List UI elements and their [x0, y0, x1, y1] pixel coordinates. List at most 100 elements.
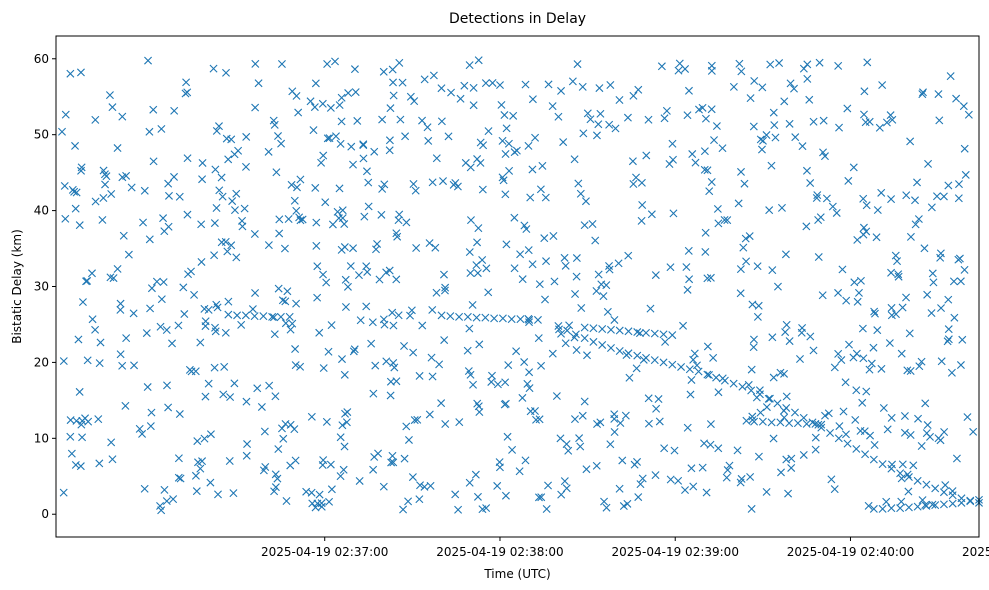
data-point-clutter	[338, 421, 347, 430]
data-point-clutter	[935, 116, 944, 125]
data-point-clutter	[902, 191, 911, 200]
data-point-clutter	[639, 355, 648, 364]
data-point-clutter	[269, 116, 278, 125]
data-point-clutter	[122, 334, 131, 343]
data-point-clutter	[944, 181, 953, 190]
data-point-clutter	[418, 321, 427, 330]
data-point-clutter	[714, 388, 723, 397]
data-point-clutter	[319, 270, 328, 279]
data-point-clutter	[76, 462, 85, 471]
data-point-clutter	[338, 214, 347, 223]
data-point-clutter	[770, 121, 779, 130]
data-point-clutter	[710, 136, 719, 145]
data-point-clutter	[118, 361, 127, 370]
data-point-clutter	[162, 326, 171, 335]
data-point-clutter	[198, 457, 207, 466]
data-point-clutter	[424, 136, 433, 145]
data-point-clutter	[765, 206, 774, 215]
data-point-clutter	[775, 59, 784, 68]
data-point-clutter	[359, 154, 368, 163]
data-point-clutter	[583, 109, 592, 118]
data-point-clutter	[572, 254, 581, 263]
data-point-stationary-clusters	[659, 330, 668, 339]
data-point-clutter	[679, 321, 688, 330]
data-point-clutter	[386, 377, 395, 386]
data-point-clutter	[661, 337, 670, 346]
data-point-clutter	[554, 112, 563, 121]
data-point-clutter	[118, 112, 127, 121]
data-point-clutter	[512, 347, 521, 356]
data-point-stationary-clusters	[793, 419, 802, 428]
data-point-clutter	[615, 484, 624, 493]
data-point-clutter	[94, 415, 103, 424]
data-point-clutter	[182, 78, 191, 87]
data-point-clutter	[138, 429, 147, 438]
data-point-clutter	[941, 481, 950, 490]
data-point-clutter	[281, 297, 290, 306]
data-point-clutter	[479, 141, 488, 150]
data-point-stationary-clusters	[580, 323, 589, 332]
data-point-clutter	[342, 418, 351, 427]
data-point-clutter	[581, 197, 590, 206]
data-point-clutter	[537, 493, 546, 502]
data-point-clutter	[386, 391, 395, 400]
data-point-clutter	[385, 146, 394, 155]
data-point-clutter	[437, 84, 446, 93]
data-point-clutter	[960, 265, 969, 274]
data-point-clutter	[629, 91, 638, 100]
data-point-clutter	[852, 386, 861, 395]
data-point-clutter	[670, 446, 679, 455]
data-point-clutter	[803, 60, 812, 69]
data-point-clutter	[525, 318, 534, 327]
data-point-clutter	[200, 304, 209, 313]
data-point-clutter	[952, 454, 961, 463]
data-point-clutter	[140, 484, 149, 493]
data-point-clutter	[921, 501, 930, 510]
data-point-clutter	[605, 120, 614, 129]
data-point-clutter	[379, 67, 388, 76]
data-point-stationary-clusters	[285, 312, 294, 321]
data-point-clutter	[400, 342, 409, 350]
data-point-clutter	[291, 361, 300, 370]
data-point-clutter	[790, 84, 798, 93]
data-point-clutter	[809, 117, 818, 126]
data-point-stationary-clusters	[615, 326, 624, 335]
data-point-clutter	[142, 329, 151, 338]
data-point-clutter	[335, 184, 344, 193]
data-point-clutter	[224, 297, 233, 306]
data-point-clutter	[557, 329, 566, 338]
data-point-clutter	[713, 204, 722, 213]
data-point-clutter	[580, 221, 589, 230]
data-point-target-track	[738, 382, 747, 391]
data-point-clutter	[568, 77, 577, 86]
data-point-clutter	[518, 275, 527, 284]
data-point-clutter	[921, 399, 930, 408]
data-point-clutter	[932, 192, 941, 201]
data-point-clutter	[619, 502, 628, 511]
data-point-clutter	[312, 241, 321, 250]
data-point-clutter	[781, 250, 790, 259]
data-point-clutter	[279, 434, 288, 443]
data-point-clutter	[211, 165, 220, 174]
data-point-clutter	[787, 463, 796, 472]
data-point-clutter	[742, 257, 751, 266]
data-point-clutter	[251, 103, 260, 112]
data-point-clutter	[281, 319, 290, 328]
data-point-clutter	[564, 446, 573, 455]
data-point-clutter	[475, 408, 484, 417]
data-point-clutter	[610, 315, 619, 324]
data-point-clutter	[70, 187, 79, 196]
data-point-clutter	[754, 301, 763, 310]
data-point-clutter	[669, 209, 678, 218]
x-tick-label: 2025-04-19 02:38:00	[436, 545, 563, 559]
data-point-clutter	[325, 497, 334, 506]
data-point-stationary-clusters	[72, 416, 81, 425]
y-tick-label: 30	[34, 280, 49, 294]
data-point-clutter	[371, 361, 380, 370]
data-point-clutter	[903, 470, 912, 479]
data-point-clutter	[819, 148, 828, 157]
data-point-clutter	[230, 379, 239, 388]
data-point-clutter	[501, 378, 510, 387]
data-point-clutter	[318, 99, 327, 108]
